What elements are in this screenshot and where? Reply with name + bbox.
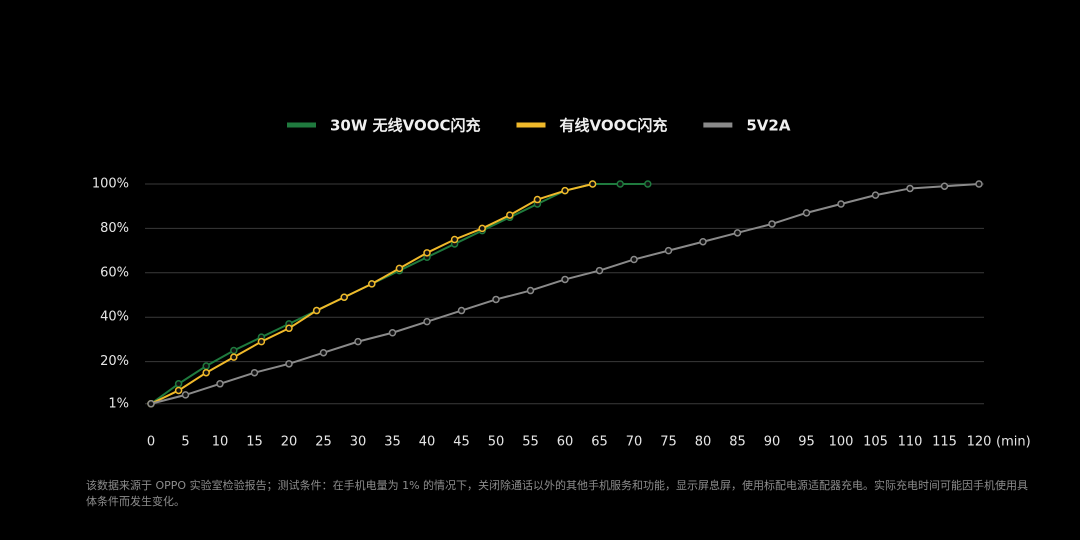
x-tick-label: 65	[591, 435, 608, 450]
point	[250, 368, 259, 377]
y-tick-label: 80%	[100, 221, 129, 236]
legend-text: 有线VOOC闪充	[560, 117, 668, 135]
footnote: 该数据来源于 OPPO 实验室检验报告；测试条件：在手机电量为 1% 的情况下，…	[86, 479, 1029, 508]
x-tick-label: 115	[932, 435, 957, 450]
point	[561, 275, 569, 284]
point	[368, 280, 376, 288]
y-tick-label: 20%	[100, 354, 129, 369]
point	[423, 249, 431, 257]
point	[561, 186, 569, 195]
x-tick-label: 120	[967, 435, 992, 450]
y-tick-label: 1%	[108, 396, 129, 411]
x-tick-label: 40	[419, 435, 436, 450]
y-tick-label: 40%	[100, 310, 129, 325]
point	[312, 306, 321, 315]
series-line	[150, 183, 593, 405]
point	[478, 224, 486, 233]
point	[595, 266, 604, 275]
point	[457, 306, 466, 315]
x-tick-label: 20	[281, 435, 298, 450]
point	[202, 368, 210, 377]
point	[388, 328, 397, 337]
point	[354, 337, 362, 346]
point	[319, 348, 328, 357]
point	[837, 200, 845, 208]
x-tick-label: 85	[729, 435, 746, 450]
x-tick-label: 55	[522, 435, 539, 450]
x-tick-label: 30	[350, 435, 367, 450]
point	[423, 317, 431, 326]
legend-text: 5V2A	[746, 117, 790, 135]
legend-text: 30W 无线VOOC闪充	[330, 117, 481, 135]
point	[940, 182, 949, 190]
x-tick-label: 75	[660, 435, 677, 450]
x-tick-label: 45	[453, 435, 470, 450]
point	[533, 195, 542, 204]
x-tick-label: 50	[488, 435, 505, 450]
x-tick-label: 110	[898, 435, 923, 450]
point	[492, 295, 500, 304]
x-tick-label: 80	[695, 435, 712, 450]
point	[230, 353, 238, 361]
point	[216, 380, 224, 388]
y-tick-label: 100%	[92, 177, 129, 192]
x-tick-label: 70	[626, 435, 643, 450]
point	[450, 235, 459, 244]
point	[802, 209, 811, 217]
x-tick-label: 95	[798, 435, 815, 450]
x-tick-label: 5	[181, 435, 189, 450]
x-tick-label: 90	[764, 435, 781, 450]
x-tick-label: 15	[246, 435, 263, 450]
point	[616, 180, 624, 188]
point	[906, 184, 914, 193]
series-line	[150, 183, 648, 405]
x-tick-label: 100	[829, 435, 854, 450]
point	[285, 324, 293, 333]
point	[230, 346, 238, 355]
point	[768, 220, 776, 228]
point	[395, 264, 404, 273]
series-line	[150, 183, 980, 405]
point	[506, 211, 514, 219]
x-tick-label: 105	[863, 435, 888, 450]
point	[733, 229, 742, 237]
point	[257, 337, 266, 346]
point	[285, 360, 293, 368]
point	[174, 386, 183, 395]
x-tick-label: 60	[557, 435, 574, 450]
point	[664, 246, 673, 255]
point	[526, 286, 535, 295]
point	[340, 293, 348, 301]
point	[975, 180, 983, 188]
x-tick-label: 35	[384, 435, 401, 450]
point	[147, 400, 155, 408]
point	[202, 362, 210, 370]
point	[630, 255, 638, 264]
x-axis-label: (min)	[996, 435, 1031, 450]
point	[174, 380, 183, 388]
x-tick-label: 0	[147, 435, 155, 450]
point	[871, 191, 880, 199]
x-tick-label: 25	[315, 435, 332, 450]
x-tick-label: 10	[212, 435, 229, 450]
point	[588, 180, 597, 188]
y-tick-label: 60%	[100, 265, 129, 280]
point	[644, 180, 652, 188]
point	[181, 391, 190, 399]
point	[699, 237, 707, 246]
